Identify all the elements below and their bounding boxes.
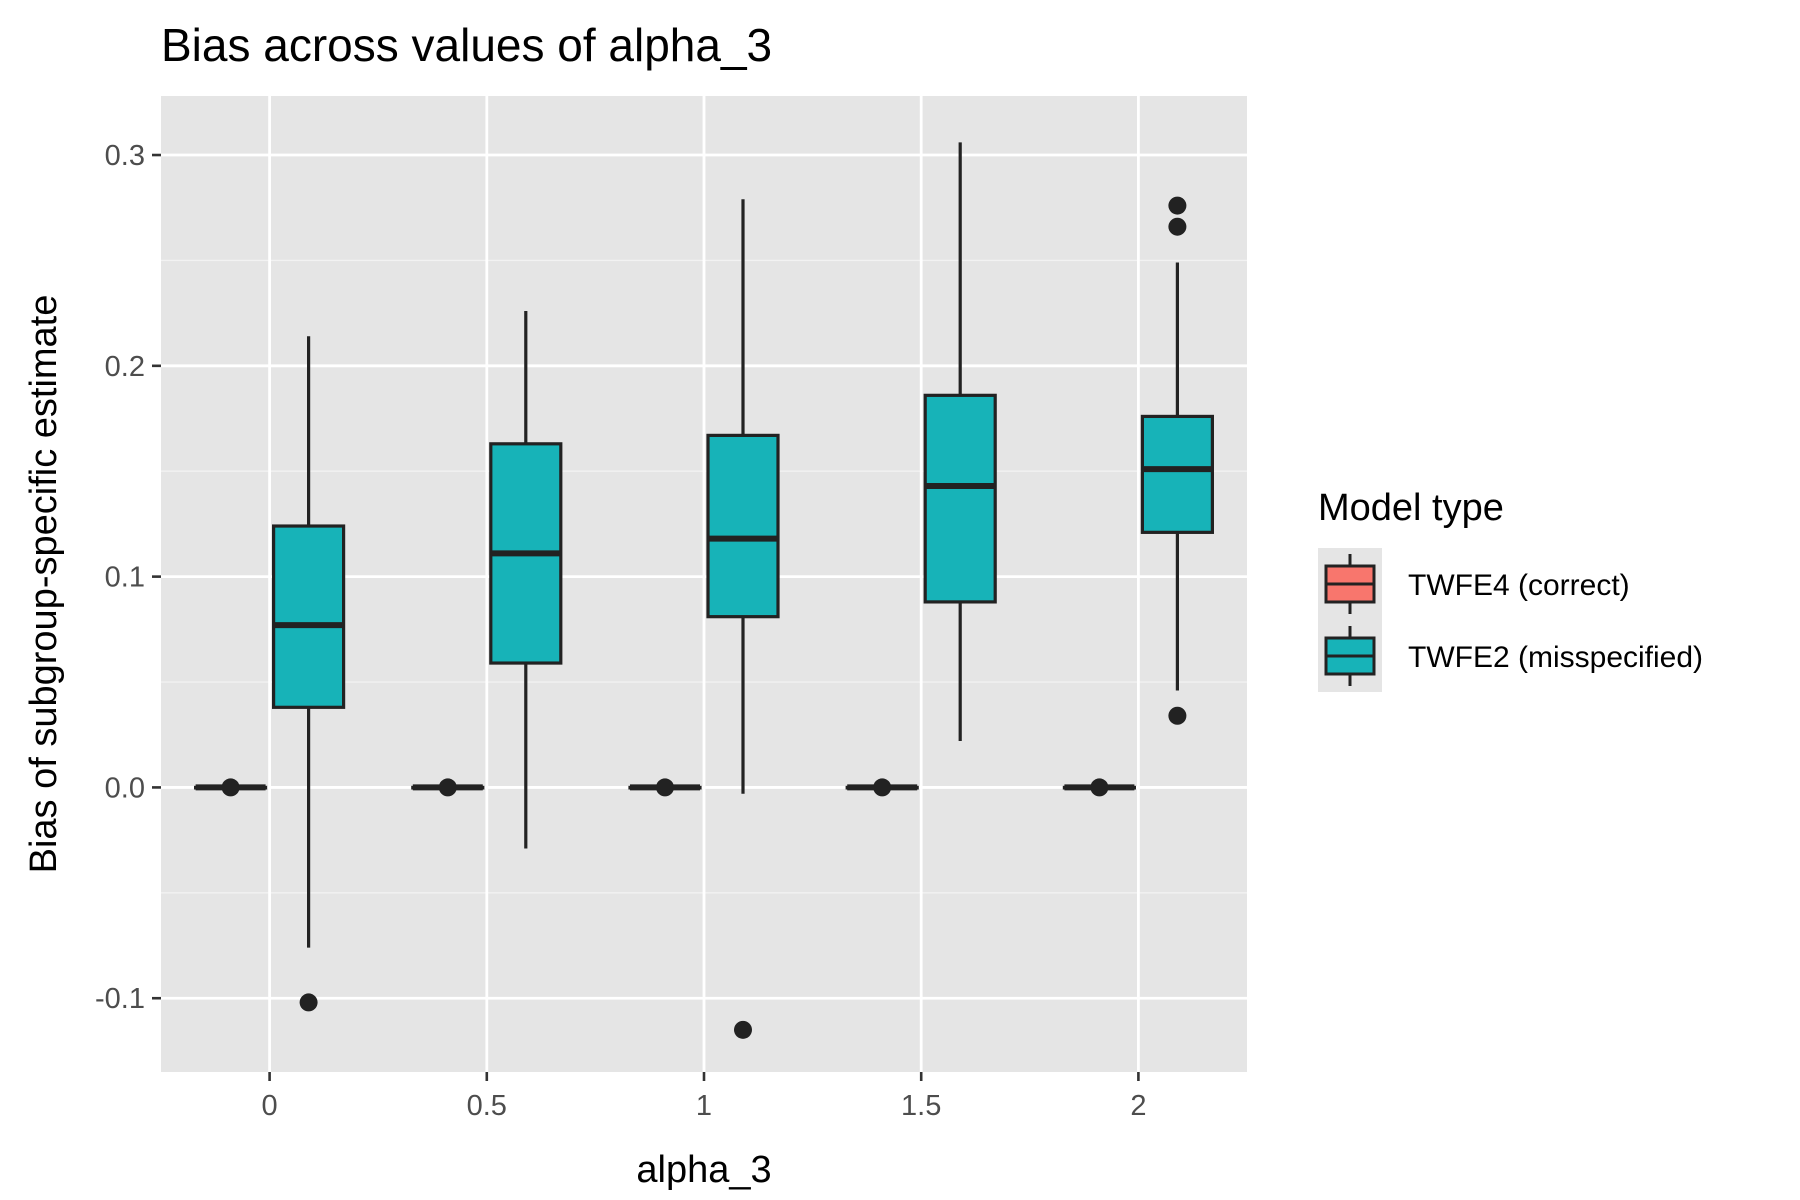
outlier-point bbox=[1168, 217, 1187, 236]
box-twfe4-0 bbox=[194, 778, 268, 797]
outlier-point bbox=[1090, 778, 1109, 797]
y-tick-label: 0.3 bbox=[105, 140, 145, 172]
box-twfe4-1 bbox=[411, 778, 485, 797]
legend-label: TWFE4 (correct) bbox=[1408, 569, 1630, 602]
box-iqr bbox=[706, 433, 780, 619]
y-tick-label: 0.1 bbox=[105, 562, 145, 594]
box-twfe2-3 bbox=[923, 142, 997, 742]
box-twfe2-2 bbox=[706, 199, 780, 1039]
box-iqr bbox=[1140, 414, 1215, 534]
axis-ticks: -0.1 0.0 0.1 0.2 0.3 0 0.5 1 1.5 2 bbox=[95, 140, 1146, 1122]
x-tick-label: 0 bbox=[262, 1090, 278, 1122]
x-tick-label: 0.5 bbox=[467, 1090, 507, 1122]
box-twfe4-2 bbox=[628, 778, 702, 797]
box-layer bbox=[194, 142, 1215, 1039]
outlier-point bbox=[1168, 706, 1187, 725]
y-axis-title: Bias of subgroup-specific estimate bbox=[23, 295, 65, 874]
outlier-point bbox=[656, 778, 674, 797]
box-twfe2-4 bbox=[1140, 196, 1215, 725]
outlier-point bbox=[221, 778, 240, 797]
outlier-point bbox=[873, 778, 892, 797]
outlier-point bbox=[438, 778, 457, 797]
grid-layer bbox=[161, 96, 1247, 1072]
y-tick-label: 0.2 bbox=[105, 351, 145, 383]
y-tick-label: -0.1 bbox=[95, 983, 145, 1015]
y-tick-label: 0.0 bbox=[105, 772, 145, 804]
outlier-point bbox=[734, 1020, 752, 1039]
box-iqr bbox=[272, 524, 346, 709]
legend-label: TWFE2 (misspecified) bbox=[1408, 641, 1703, 674]
x-tick-label: 2 bbox=[1130, 1090, 1146, 1122]
x-tick-label: 1.5 bbox=[901, 1090, 941, 1122]
box-iqr bbox=[923, 393, 997, 604]
x-axis-title: alpha_3 bbox=[636, 1149, 771, 1191]
box-twfe4-3 bbox=[845, 778, 919, 797]
legend: Model type TWFE4 (correct) TWFE2 (misspec… bbox=[1318, 487, 1703, 692]
outlier-point bbox=[299, 993, 318, 1012]
box-twfe2-1 bbox=[489, 311, 563, 849]
chart-title: Bias across values of alpha_3 bbox=[161, 19, 772, 71]
box-twfe4-4 bbox=[1062, 778, 1137, 797]
outlier-point bbox=[1168, 196, 1187, 215]
box-twfe2-0 bbox=[272, 336, 346, 1012]
x-tick-label: 1 bbox=[696, 1090, 712, 1122]
legend-title: Model type bbox=[1318, 487, 1504, 529]
